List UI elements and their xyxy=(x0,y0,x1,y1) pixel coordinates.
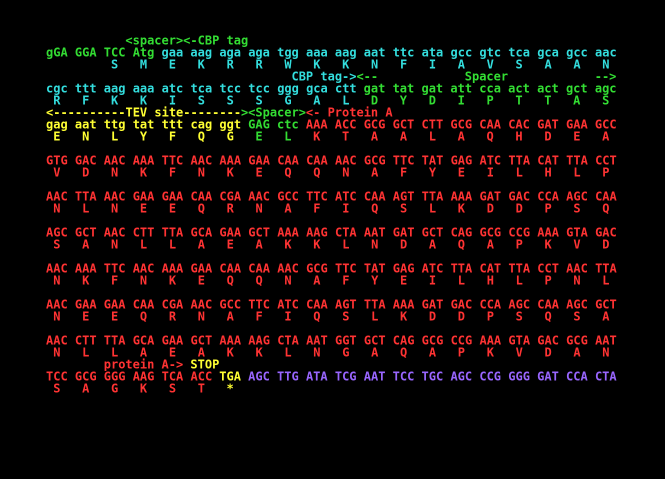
sequence-text: S A G K S T xyxy=(53,382,205,396)
sequence-text: AGC TTG ATA TCG AAT TCC TGC AGC CCG GGG … xyxy=(248,370,617,384)
sequence-text: N L N E E Q R N A F I Q S L K D D P S Q xyxy=(53,202,609,216)
sequence-text: gGA GGA TCC Atg xyxy=(46,46,154,60)
sequence-text: AGC GCT AAC CTT TTA GCA GAA GCT AAA AAG … xyxy=(46,226,617,240)
sequence-text: Spacer xyxy=(465,70,508,84)
sequence-text: N L L A E A K K L N G A Q A P K V D A N xyxy=(53,346,609,360)
sequence-text: <- Protein A xyxy=(306,106,393,120)
sequence-text: E L xyxy=(255,130,291,144)
sequence-text: gaa aag aga aga tgg aaa aag aat ttc ata … xyxy=(162,46,617,60)
sequence-text: CBP tag-> xyxy=(291,70,356,84)
sequence-text: <-- xyxy=(356,70,378,84)
sequence-text: <spacer> xyxy=(125,34,183,48)
sequence-text: TCC GCG GGG AAG TCA ACC xyxy=(46,370,212,384)
sequence-text: AAA ACC GCG GCT CTT GCG CAA CAC GAT GAA … xyxy=(306,118,617,132)
sequence-text: ><Spacer> xyxy=(241,106,306,120)
sequence-text: cgc ttt aag aaa atc tca tcc tcc ggg gca … xyxy=(46,82,357,96)
sequence-text: N K F N K E Q Q N A F Y E I L H L P N L xyxy=(53,274,609,288)
sequence-text: S M E K R R W K K N F I A V S A A N xyxy=(111,58,609,72)
sequence-text: protein A-> xyxy=(104,358,183,372)
sequence-text: D Y D I P T T A S xyxy=(371,94,609,108)
sequence-text: E N L Y F Q G xyxy=(53,130,234,144)
sequence-text: gat tat gat att cca act act gct agc xyxy=(364,82,617,96)
sequence-text: <----------TEV site-------- xyxy=(46,106,241,120)
sequence-text: V D N K F N K E Q Q N A F Y E I L H L P xyxy=(53,166,609,180)
sequence-text: --> xyxy=(595,70,617,84)
sequence-text: TGA xyxy=(219,370,241,384)
sequence-text: <-CBP tag xyxy=(183,34,248,48)
sequence-text: N E E Q R N A F I Q S L K D D P S Q S A xyxy=(53,310,610,324)
sequence-text: gag aat ttg tat ttt cag ggt xyxy=(46,118,241,132)
sequence-text: GAG ctc xyxy=(248,118,299,132)
sequence-text: AAC CTT TTA GCA GAA GCT AAA AAG CTA AAT … xyxy=(46,334,617,348)
sequence-text: AAC AAA TTC AAC AAA GAA CAA CAA AAC GCG … xyxy=(46,262,618,276)
sequence-text: K T A A L A Q H D E A xyxy=(313,130,610,144)
sequence-text: STOP xyxy=(190,358,219,372)
sequence-text: R F K K I S S S G A L xyxy=(53,94,349,108)
sequence-text: AAC TTA AAC GAA GAA CAA CGA AAC GCC TTC … xyxy=(46,190,618,204)
sequence-text: S A N L L A E A K K L N D A Q A P K V D xyxy=(53,238,609,252)
sequence-text: * xyxy=(227,382,234,396)
sequence-text: AAC GAA GAA CAA CGA AAC GCC TTC ATC CAA … xyxy=(46,298,617,312)
sequence-text: GTG GAC AAC AAA TTC AAC AAA GAA CAA CAA … xyxy=(46,154,617,168)
